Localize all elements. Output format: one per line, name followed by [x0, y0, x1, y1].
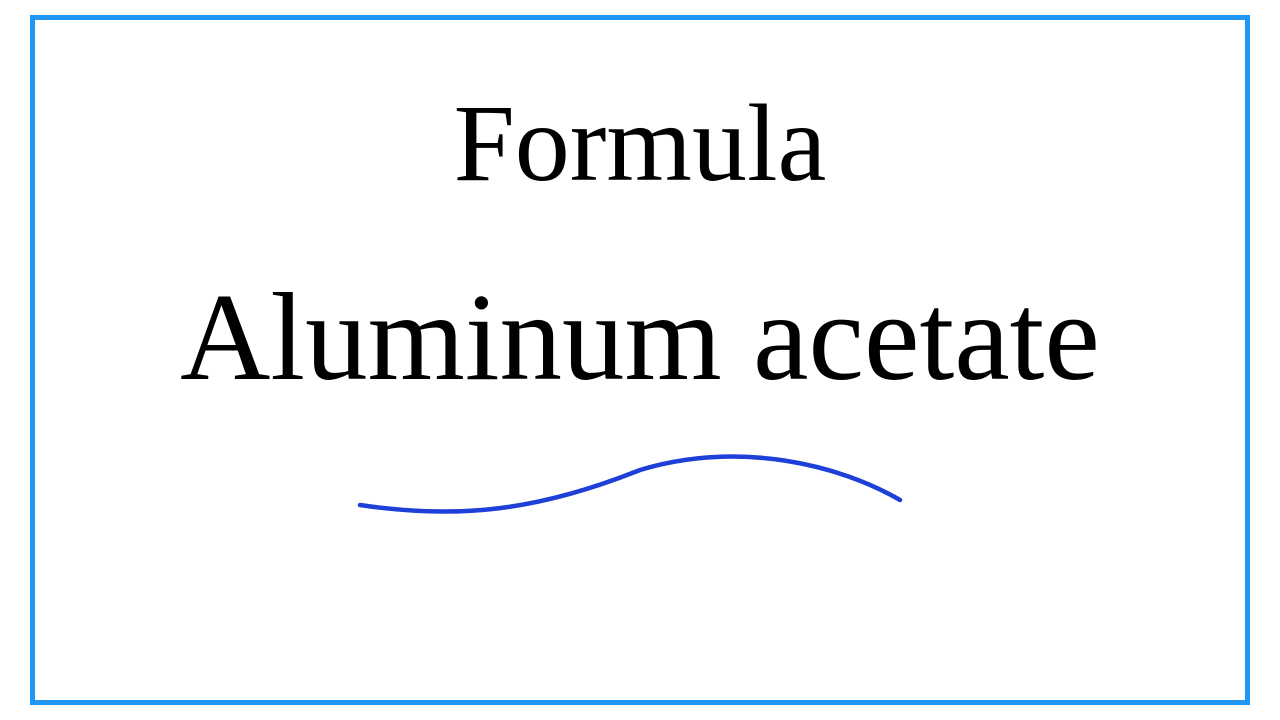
content-frame: Formula Aluminum acetate — [30, 15, 1250, 705]
decorative-underline — [340, 450, 940, 530]
squiggle-svg — [340, 450, 940, 530]
formula-title: Formula — [454, 80, 827, 207]
squiggle-path — [360, 457, 900, 512]
compound-name: Aluminum acetate — [180, 267, 1100, 410]
